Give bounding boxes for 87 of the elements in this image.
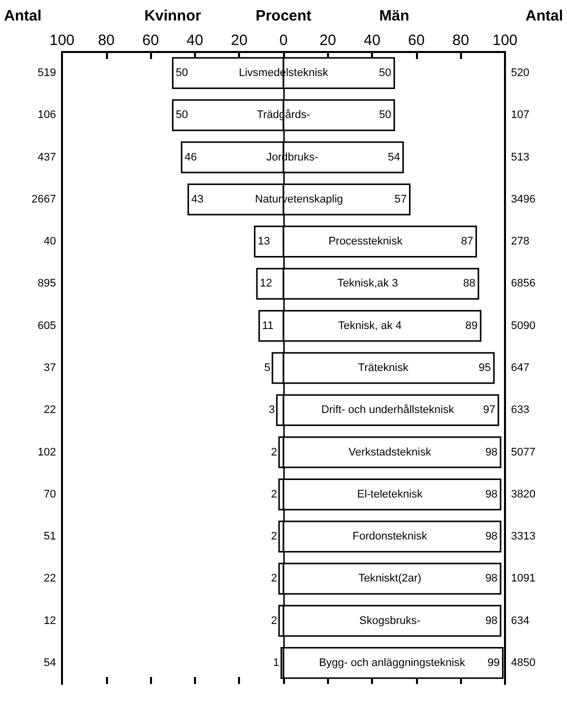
- y2-axis-title: Antal: [526, 8, 563, 24]
- text: 1091: [511, 572, 536, 585]
- data-label: 98: [485, 614, 498, 627]
- text: 6856: [511, 278, 536, 290]
- text: 107: [511, 109, 530, 122]
- text: 37: [44, 362, 56, 374]
- text: 5077: [511, 446, 536, 458]
- x-tick-label: 80: [452, 32, 470, 49]
- data-label: 2: [270, 614, 278, 627]
- x-tick-label: 40: [364, 32, 380, 49]
- x-tick-label: 60: [408, 32, 425, 49]
- text: 278: [511, 236, 530, 248]
- x-tick-label: 0: [279, 32, 288, 49]
- text: 4850: [511, 656, 536, 669]
- x-tick-label: 20: [319, 32, 336, 49]
- y-tick-label: Fordonsteknisk: [352, 530, 428, 543]
- y-tick-label: Drift- och underhållsteknisk: [321, 404, 454, 416]
- data-label: 89: [465, 320, 478, 332]
- x-tick-label: 100: [492, 32, 518, 49]
- data-label: 2: [270, 572, 278, 585]
- text: 5090: [511, 320, 536, 332]
- data-label: 12: [260, 278, 272, 290]
- data-label: 2: [270, 488, 278, 500]
- text: 22: [44, 404, 56, 416]
- text: Män: [379, 8, 410, 24]
- data-label: 1: [273, 656, 280, 669]
- data-label: 5: [264, 362, 270, 374]
- data-label: 2: [270, 530, 278, 543]
- y-tick-label: Teknisk,ak 3: [337, 278, 398, 290]
- data-label: 98: [485, 572, 498, 585]
- data-label: 98: [485, 446, 498, 458]
- x-tick-label: 80: [98, 32, 115, 49]
- x-tick-label: 20: [230, 32, 248, 49]
- data-label: 3: [268, 404, 275, 416]
- text: 51: [44, 530, 56, 543]
- data-label: 99: [488, 656, 500, 669]
- text: 70: [44, 488, 56, 500]
- text: Kvinnor: [144, 8, 202, 24]
- data-label: 50: [379, 67, 392, 80]
- text: 12: [44, 614, 56, 627]
- text: 513: [511, 151, 530, 164]
- data-label: 43: [191, 193, 204, 206]
- data-label: 57: [394, 193, 407, 206]
- text: 634: [511, 614, 530, 627]
- text: 520: [511, 67, 530, 80]
- text: 647: [511, 362, 530, 374]
- text: 106: [38, 109, 56, 122]
- data-label: 13: [258, 236, 270, 248]
- data-label: 95: [478, 362, 491, 374]
- data-label: 98: [485, 488, 498, 500]
- text: 3820: [511, 488, 536, 500]
- text: 40: [44, 236, 56, 248]
- text: 2667: [32, 193, 56, 206]
- data-label: 97: [483, 404, 496, 416]
- text: 437: [38, 151, 56, 164]
- text: 633: [511, 404, 530, 416]
- y-tick-label: Processteknisk: [328, 236, 403, 248]
- y-tick-label: Verkstadsteknisk: [348, 446, 432, 458]
- text: 22: [44, 572, 56, 585]
- x-tick-label: 60: [142, 32, 159, 49]
- data-label: 2: [270, 446, 278, 458]
- text: 895: [38, 278, 56, 290]
- text: 605: [38, 320, 56, 332]
- data-label: 50: [379, 109, 392, 122]
- text: 102: [38, 446, 56, 458]
- data-label: 54: [388, 151, 400, 164]
- data-label: 50: [176, 109, 188, 122]
- y-tick-label: Träteknisk: [358, 362, 409, 374]
- data-label: 87: [460, 236, 474, 248]
- data-label: 50: [176, 67, 188, 80]
- x-tick-label: 100: [49, 32, 75, 49]
- data-label: 98: [485, 530, 498, 543]
- y-tick-label: Tekniskt(2ar): [358, 572, 422, 585]
- text: 3496: [511, 193, 536, 206]
- y-tick-label: Teknisk, ak 4: [338, 320, 402, 332]
- data-label: 46: [184, 151, 197, 164]
- text: 54: [44, 656, 56, 669]
- text: 3313: [511, 530, 536, 543]
- y-axis-title: Antal: [4, 8, 42, 24]
- x-tick-label: 40: [186, 32, 204, 49]
- data-label: 88: [463, 278, 476, 290]
- text: 519: [38, 67, 56, 80]
- x-axis-title: Procent: [256, 8, 312, 24]
- y-tick-label: Bygg- och anläggningsteknisk: [318, 656, 466, 669]
- y-tick-label: Skogsbruks-: [359, 614, 421, 627]
- data-label: 11: [262, 320, 274, 332]
- y-tick-label: El-teleteknisk: [357, 488, 424, 500]
